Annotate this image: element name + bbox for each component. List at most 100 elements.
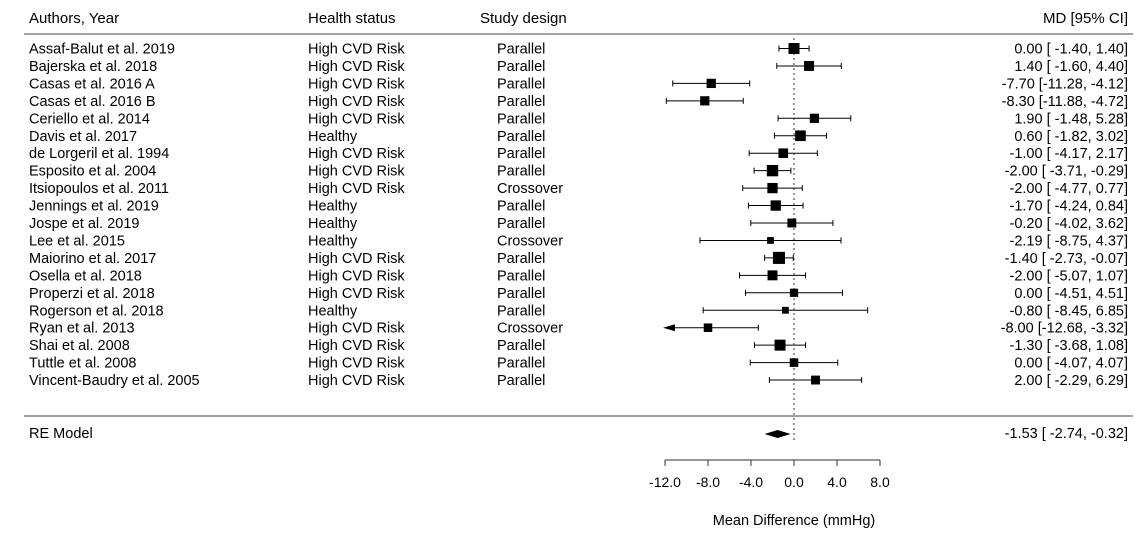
point-estimate (767, 270, 778, 281)
study-row: Maiorino et al. 2017 High CVD Risk Paralle… (29, 251, 1128, 267)
column-header-design: Study design (480, 10, 567, 27)
study-health-status: Healthy (308, 199, 358, 215)
study-author: Shai et al. 2008 (29, 338, 130, 354)
point-estimate (774, 339, 786, 351)
study-health-status: Healthy (308, 303, 358, 319)
study-row: Casas et al. 2016 B High CVD Risk Parallel… (29, 94, 1128, 110)
study-design: Parallel (497, 129, 545, 145)
study-ci-text: -0.20 [ -4.02, 3.62] (1010, 216, 1129, 232)
study-design: Parallel (497, 76, 545, 92)
study-ci-text: 0.00 [ -1.40, 1.40] (1014, 42, 1128, 58)
study-health-status: High CVD Risk (308, 59, 405, 75)
study-health-status: High CVD Risk (308, 268, 405, 284)
study-design: Parallel (497, 338, 545, 354)
study-health-status: High CVD Risk (308, 321, 405, 337)
x-tick-label: 4.0 (827, 474, 847, 490)
study-ci-text: -2.00 [ -4.77, 0.77] (1010, 181, 1129, 197)
study-health-status: High CVD Risk (308, 286, 405, 302)
point-estimate (811, 375, 820, 385)
study-author: Tuttle et al. 2008 (29, 356, 136, 372)
study-author: Rogerson et al. 2018 (29, 303, 164, 319)
study-author: Bajerska et al. 2018 (29, 59, 157, 75)
study-design: Parallel (497, 216, 545, 232)
summary-diamond (764, 430, 791, 438)
study-row: Ceriello et al. 2014 High CVD Risk Paralle… (29, 111, 1128, 127)
study-author: Assaf-Balut et al. 2019 (29, 42, 175, 58)
point-estimate (782, 306, 789, 314)
point-estimate (809, 113, 820, 123)
study-health-status: High CVD Risk (308, 181, 405, 197)
x-tick-label: 0.0 (784, 474, 804, 490)
study-author: Davis et al. 2017 (29, 129, 137, 145)
study-ci-text: -8.30 [-11.88, -4.72] (1002, 94, 1128, 110)
study-health-status: High CVD Risk (308, 42, 405, 58)
study-design: Parallel (497, 111, 545, 127)
study-health-status: High CVD Risk (308, 251, 405, 267)
study-ci-text: 1.90 [ -1.48, 5.28] (1014, 111, 1128, 127)
study-row: Shai et al. 2008 High CVD Risk Parallel -1.… (29, 338, 1128, 354)
study-design: Parallel (497, 59, 545, 75)
study-author: Ryan et al. 2013 (29, 321, 135, 337)
study-design: Parallel (497, 94, 545, 110)
column-header-authors: Authors, Year (29, 10, 119, 27)
study-design: Parallel (497, 164, 545, 180)
study-health-status: High CVD Risk (308, 111, 405, 127)
study-author: Casas et al. 2016 A (29, 76, 155, 92)
study-design: Crossover (497, 181, 563, 197)
point-estimate (789, 288, 799, 297)
study-row: Bajerska et al. 2018 High CVD Risk Paralle… (29, 59, 1128, 75)
study-design: Parallel (497, 303, 545, 319)
study-ci-text: -2.19 [ -8.75, 4.37] (1010, 233, 1129, 249)
study-ci-text: -2.00 [ -5.07, 1.07] (1010, 268, 1129, 284)
point-estimate (767, 182, 778, 194)
x-tick-label: -4.0 (739, 474, 763, 490)
column-header-health: Health status (308, 10, 396, 27)
study-ci-text: 1.40 [ -1.60, 4.40] (1014, 59, 1128, 75)
study-ci-text: -1.00 [ -4.17, 2.17] (1010, 146, 1129, 162)
point-estimate (767, 237, 774, 244)
study-row: Jospe et al. 2019 Healthy Parallel -0.20 [ … (29, 216, 1128, 232)
study-health-status: Healthy (308, 233, 358, 249)
study-row: Lee et al. 2015 Healthy Crossover -2.19 [ -… (29, 233, 1128, 249)
study-ci-text: -8.00 [-12.68, -3.32] (1001, 321, 1128, 337)
study-row: Osella et al. 2018 High CVD Risk Parallel -… (29, 268, 1128, 284)
point-estimate (787, 218, 797, 228)
study-row: Tuttle et al. 2008 High CVD Risk Parallel 0… (29, 356, 1128, 372)
study-ci-text: -7.70 [-11.28, -4.12] (1002, 76, 1128, 92)
study-ci-text: -0.80 [ -8.45, 6.85] (1010, 303, 1129, 319)
point-estimate (789, 358, 799, 367)
study-author: Casas et al. 2016 B (29, 94, 156, 110)
study-health-status: High CVD Risk (308, 76, 405, 92)
x-tick-label: -12.0 (649, 474, 681, 490)
study-row: Ryan et al. 2013 High CVD Risk Crossover -8… (29, 321, 1128, 337)
study-design: Crossover (497, 233, 563, 249)
point-estimate (778, 148, 789, 158)
study-row: Rogerson et al. 2018 Healthy Parallel -0.80… (29, 303, 1128, 319)
study-row: Itsiopoulos et al. 2011 High CVD Risk Cros… (29, 181, 1128, 197)
study-author: Osella et al. 2018 (29, 268, 142, 284)
study-health-status: High CVD Risk (308, 164, 405, 180)
study-author: Properzi et al. 2018 (29, 286, 155, 302)
study-design: Parallel (497, 199, 545, 215)
study-health-status: Healthy (308, 216, 358, 232)
point-estimate (700, 96, 710, 106)
column-header-effect: MD [95% CI] (1043, 10, 1128, 27)
study-row: Properzi et al. 2018 High CVD Risk Paralle… (29, 286, 1128, 302)
study-ci-text: 2.00 [ -2.29, 6.29] (1014, 373, 1128, 389)
x-axis-label: Mean Difference (mmHg) (713, 513, 876, 529)
study-ci-text: -1.40 [ -2.73, -0.07] (1005, 251, 1128, 267)
study-health-status: High CVD Risk (308, 94, 405, 110)
point-estimate (703, 323, 713, 332)
study-author: Lee et al. 2015 (29, 233, 125, 249)
x-tick-label: 8.0 (870, 474, 890, 490)
summary-label: RE Model (29, 426, 93, 442)
study-author: Vincent-Baudry et al. 2005 (29, 373, 200, 389)
x-tick-label: -8.0 (696, 474, 720, 490)
study-row: Vincent-Baudry et al. 2005 High CVD Risk P… (29, 373, 1128, 389)
study-ci-text: 0.00 [ -4.07, 4.07] (1014, 356, 1128, 372)
study-author: Itsiopoulos et al. 2011 (29, 181, 169, 197)
study-design: Parallel (497, 268, 545, 284)
study-author: Esposito et al. 2004 (29, 164, 156, 180)
study-health-status: High CVD Risk (308, 146, 405, 162)
